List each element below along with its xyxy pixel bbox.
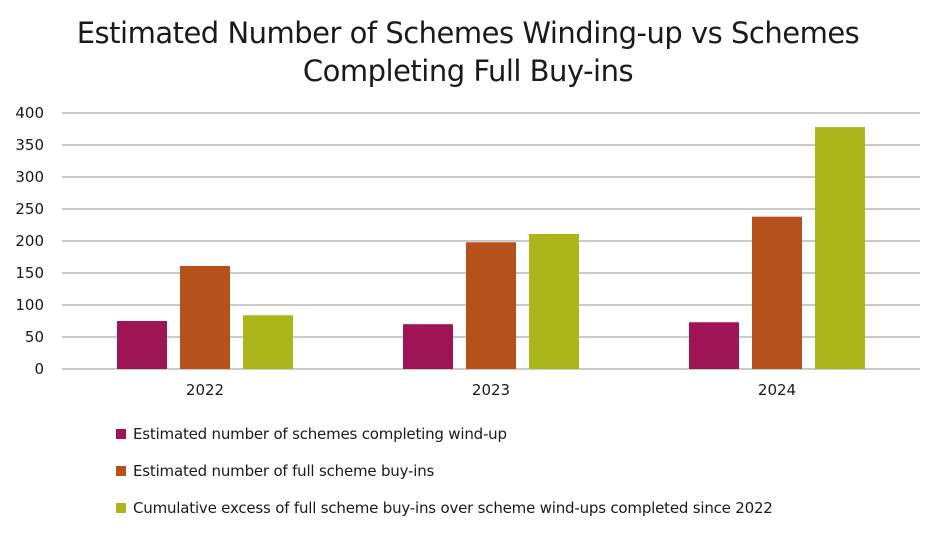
x-tick-label: 2022 bbox=[186, 381, 224, 399]
y-tick-label: 0 bbox=[34, 360, 44, 378]
bar bbox=[689, 322, 739, 369]
chart-title-line-2: Completing Full Buy-ins bbox=[302, 54, 634, 88]
bar bbox=[180, 265, 230, 369]
y-tick-label: 150 bbox=[15, 264, 44, 282]
y-tick-label: 300 bbox=[15, 168, 44, 186]
x-tick-label: 2023 bbox=[472, 381, 510, 399]
bar bbox=[529, 233, 579, 369]
bar-chart: 0 50 100 150 200 250 300 350 400 2022 2023 2024 bbox=[15, 104, 920, 399]
bar bbox=[243, 315, 293, 369]
bar bbox=[403, 324, 453, 369]
legend-label-buy-ins: Estimated number of full scheme buy-ins bbox=[133, 462, 435, 480]
bars bbox=[117, 127, 865, 369]
bar bbox=[117, 321, 167, 369]
y-axis-tick-labels: 0 50 100 150 200 250 300 350 400 bbox=[15, 104, 44, 378]
legend-item: Estimated number of schemes completing w… bbox=[116, 424, 773, 444]
legend-swatch-cumulative-excess bbox=[116, 503, 126, 513]
y-tick-label: 350 bbox=[15, 136, 44, 154]
bar bbox=[466, 242, 516, 369]
y-tick-label: 400 bbox=[15, 104, 44, 122]
x-tick-label: 2024 bbox=[758, 381, 796, 399]
x-axis-tick-labels: 2022 2023 2024 bbox=[186, 381, 796, 399]
y-tick-label: 250 bbox=[15, 200, 44, 218]
legend-item: Estimated number of full scheme buy-ins bbox=[116, 461, 773, 481]
legend-label-cumulative-excess: Cumulative excess of full scheme buy-ins… bbox=[133, 499, 773, 517]
legend-swatch-wind-up bbox=[116, 429, 126, 439]
chart-title: Estimated Number of Schemes Winding-up v… bbox=[0, 14, 936, 90]
y-tick-label: 100 bbox=[15, 296, 44, 314]
bar bbox=[815, 127, 865, 369]
legend-label-wind-up: Estimated number of schemes completing w… bbox=[133, 425, 507, 443]
bar bbox=[752, 216, 802, 369]
y-tick-label: 50 bbox=[25, 328, 44, 346]
chart-title-line-1: Estimated Number of Schemes Winding-up v… bbox=[76, 16, 860, 50]
legend-item: Cumulative excess of full scheme buy-ins… bbox=[116, 498, 773, 518]
y-tick-label: 200 bbox=[15, 232, 44, 250]
legend-swatch-buy-ins bbox=[116, 466, 126, 476]
legend: Estimated number of schemes completing w… bbox=[116, 424, 773, 535]
